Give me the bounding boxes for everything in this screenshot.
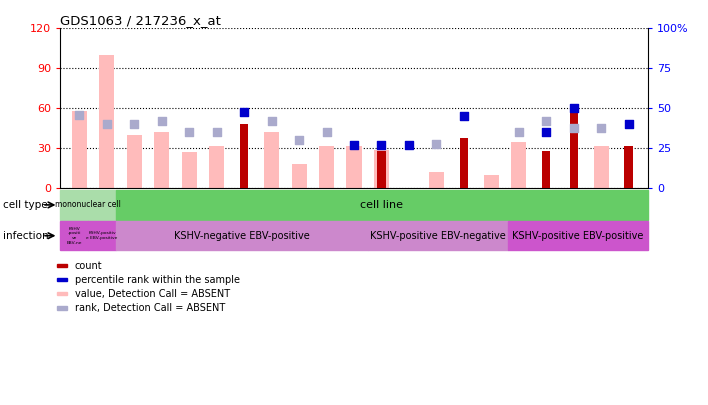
Text: KSHV-negative EBV-positive: KSHV-negative EBV-positive [174, 231, 310, 241]
Text: cell type: cell type [3, 200, 47, 210]
Text: value, Detection Call = ABSENT: value, Detection Call = ABSENT [74, 289, 229, 299]
Bar [484, 175, 499, 188]
Bar [569, 108, 578, 188]
Text: percentile rank within the sample: percentile rank within the sample [74, 275, 239, 285]
Point [239, 108, 250, 115]
Bar [459, 138, 468, 188]
Bar [240, 124, 249, 188]
Point [595, 124, 607, 131]
Point [540, 118, 552, 124]
Text: GDS1063 / 217236_x_at: GDS1063 / 217236_x_at [60, 14, 221, 27]
Point [74, 111, 85, 118]
Bar [72, 111, 87, 188]
Bar [182, 152, 197, 188]
Bar [511, 142, 526, 188]
Bar [57, 306, 67, 309]
Point [540, 129, 552, 136]
Bar [127, 135, 142, 188]
Point [101, 121, 113, 128]
Bar [60, 221, 88, 250]
Point [293, 137, 304, 143]
Point [404, 142, 415, 148]
Bar [346, 146, 362, 188]
Text: count: count [74, 261, 102, 271]
Bar [209, 146, 224, 188]
Bar [88, 221, 116, 250]
Bar [57, 278, 67, 281]
Bar [57, 292, 67, 296]
Point [183, 129, 195, 136]
Bar [292, 164, 307, 188]
Text: KSHV
-positi
ve
EBV-ne: KSHV -positi ve EBV-ne [67, 227, 82, 245]
Text: KSHV-positive EBV-negative: KSHV-positive EBV-negative [370, 231, 506, 241]
Bar [154, 132, 169, 188]
Text: KSHV-positive EBV-positive: KSHV-positive EBV-positive [512, 231, 644, 241]
Point [321, 129, 332, 136]
Point [513, 129, 525, 136]
Text: infection: infection [3, 231, 49, 241]
Bar [319, 146, 334, 188]
Text: cell line: cell line [360, 200, 404, 210]
Bar [60, 190, 116, 220]
Bar [57, 264, 67, 267]
Point [623, 121, 634, 128]
Bar [624, 146, 633, 188]
Bar [99, 55, 115, 188]
Text: mononuclear cell: mononuclear cell [55, 200, 121, 209]
Bar [116, 221, 368, 250]
Bar [593, 146, 609, 188]
Point [458, 113, 469, 119]
Point [156, 118, 168, 124]
Point [348, 142, 360, 148]
Point [568, 105, 579, 111]
Bar [542, 151, 550, 188]
Bar [377, 151, 386, 188]
Text: rank, Detection Call = ABSENT: rank, Detection Call = ABSENT [74, 303, 224, 313]
Point [129, 121, 140, 128]
Bar [264, 132, 279, 188]
Point [568, 124, 579, 131]
Bar [508, 221, 648, 250]
Bar [429, 173, 444, 188]
Point [266, 118, 278, 124]
Point [376, 142, 387, 148]
Point [430, 140, 442, 147]
Text: KSHV-positiv
e EBV-positive: KSHV-positiv e EBV-positive [86, 231, 118, 240]
Point [211, 129, 222, 136]
Bar [368, 221, 508, 250]
Bar [374, 150, 389, 188]
